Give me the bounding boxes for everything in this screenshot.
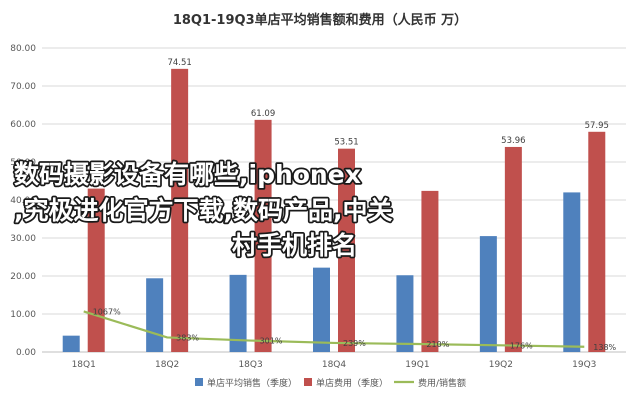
bar [229, 274, 247, 352]
y-tick-label: 10.00 [10, 310, 36, 320]
y-tick-label: 50.00 [10, 158, 36, 168]
x-tick-label: 18Q4 [322, 360, 347, 370]
bar-value-label: 57.95 [585, 121, 609, 131]
overlay-line-1: 数码摄影设备有哪些,iphonex [14, 160, 361, 189]
y-tick-label: 80.00 [10, 44, 36, 54]
y-tick-label: 40.00 [10, 196, 36, 206]
y-tick-label: 60.00 [10, 120, 36, 130]
bar [62, 335, 80, 352]
ratio-point-label: 138% [593, 343, 616, 352]
bar [254, 119, 272, 352]
y-tick-label: 0.00 [16, 348, 36, 358]
y-axis: 0.00 10.00 20.00 30.00 40.00 50.00 60.00 70.00 8… [10, 44, 36, 358]
bar [588, 131, 606, 352]
bar-value-label: 74.51 [167, 58, 191, 68]
bar [504, 146, 522, 352]
ratio-line-path [83, 310, 585, 348]
bar [146, 278, 164, 352]
x-tick-label: 19Q3 [572, 360, 596, 370]
legend-label: 单店平均销售（季度） [207, 377, 297, 389]
bar [313, 267, 330, 352]
x-tick-label: 18Q1 [72, 360, 96, 370]
legend: 单店平均销售（季度） 单店费用（季度） 费用/销售额 [195, 377, 466, 389]
overlay-line-2: ,究极进化官方下载,数码产品,中关 [14, 196, 393, 225]
bar [87, 188, 105, 352]
x-tick-label: 19Q1 [405, 360, 429, 370]
ratio-point-label: 1067% [93, 307, 121, 316]
legend-swatch [304, 378, 312, 386]
ratio-line: 1067% 383% 301% 239% 210% 176% 138% [83, 307, 617, 352]
bars: 74.51 61.09 53.51 53.96 57.95 [62, 58, 609, 352]
overlay-text: 数码摄影设备有哪些,iphonex ,究极进化官方下载,数码产品,中关 村手机排… [12, 158, 394, 262]
bar [421, 190, 439, 352]
bar [396, 275, 414, 352]
legend-label: 单店费用（季度） [316, 377, 388, 389]
x-tick-label: 18Q3 [238, 360, 262, 370]
ratio-point-label: 239% [343, 339, 366, 348]
bar [479, 236, 497, 352]
legend-swatch [195, 378, 203, 386]
overlay-line-3: 村手机排名 [232, 231, 357, 260]
y-tick-label: 20.00 [10, 272, 36, 282]
legend-label: 费用/销售额 [418, 377, 466, 389]
bar [563, 192, 581, 352]
bar-value-label: 61.09 [251, 109, 275, 119]
y-tick-label: 30.00 [10, 234, 36, 244]
ratio-point-label: 383% [176, 333, 199, 342]
chart-title: 18Q1-19Q3单店平均销售额和费用（人民币 万） [173, 12, 467, 28]
ratio-point-label: 210% [426, 340, 449, 349]
grid-lines [42, 47, 626, 353]
x-axis: 18Q1 18Q2 18Q3 18Q4 19Q1 19Q2 19Q3 [72, 360, 597, 370]
x-tick-label: 19Q2 [489, 360, 513, 370]
bar-value-label: 53.96 [501, 136, 525, 146]
bar-value-label: 53.51 [334, 138, 358, 148]
ratio-point-label: 176% [510, 341, 533, 350]
bar [338, 148, 355, 352]
x-tick-label: 18Q2 [155, 360, 179, 370]
ratio-point-label: 301% [260, 337, 283, 346]
bar [171, 68, 189, 352]
y-tick-label: 70.00 [10, 82, 36, 92]
